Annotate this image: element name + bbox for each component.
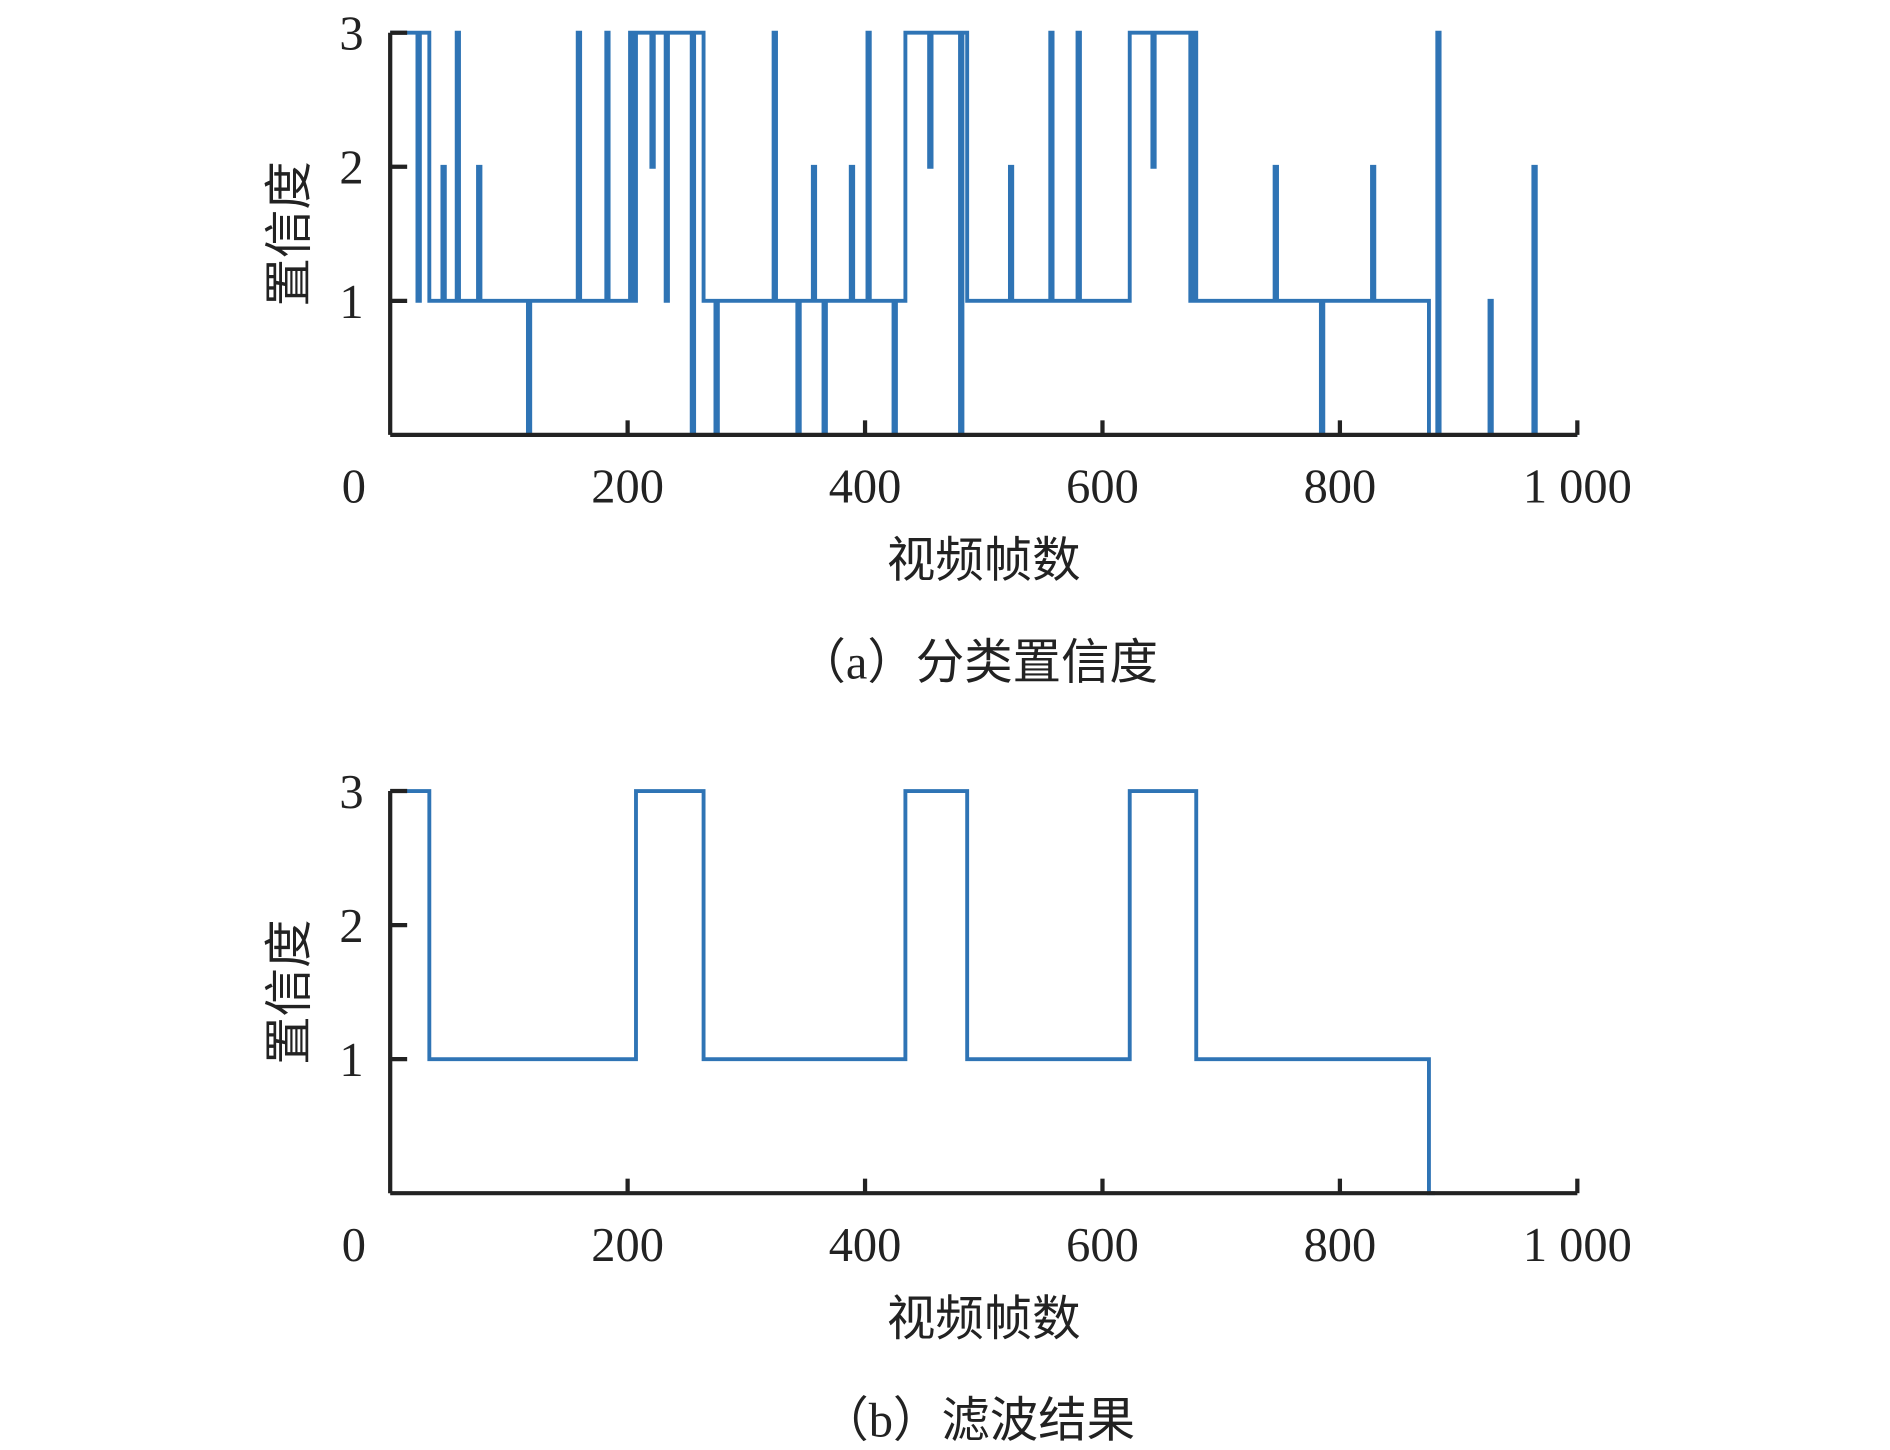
x-tick-label: 1 000 [1523,1219,1632,1272]
x-tick-label: 0 [342,1219,366,1272]
series-line [390,789,1435,1196]
x-tick-label: 0 [342,461,366,514]
x-tick-label: 400 [829,461,902,514]
chart-caption: （b）滤波结果 [820,1395,1135,1448]
y-tick-label: 1 [339,1034,363,1087]
x-tick-label: 800 [1304,1219,1377,1272]
y-tick-label: 2 [339,900,363,953]
chart-caption: （a）分类置信度 [797,636,1158,689]
x-tick-label: 600 [1066,1219,1139,1272]
x-tick-label: 1 000 [1523,461,1632,514]
series-line [390,30,1578,437]
chart-classification-confidence: 1 2 3 0 200 400 600 800 1 000 视频帧数 置信度 （a）分类置信度 [263,8,1631,690]
y-tick-label: 3 [339,8,363,61]
chart-filter-result: 1 2 3 0 200 400 600 800 1 000 视频帧数 置信度 （b）滤波结果 [263,766,1631,1448]
y-tick-label: 2 [339,142,363,195]
x-axis-label: 视频帧数 [887,1293,1081,1346]
y-axis-label: 置信度 [263,919,316,1064]
y-tick-label: 3 [339,766,363,819]
x-axis-label: 视频帧数 [887,535,1081,588]
y-tick-label: 1 [339,276,363,329]
x-tick-label: 600 [1066,461,1139,514]
y-axis-label: 置信度 [263,161,316,306]
x-tick-label: 800 [1304,461,1377,514]
x-tick-label: 400 [829,1219,902,1272]
x-tick-label: 200 [591,461,664,514]
x-tick-label: 200 [591,1219,664,1272]
